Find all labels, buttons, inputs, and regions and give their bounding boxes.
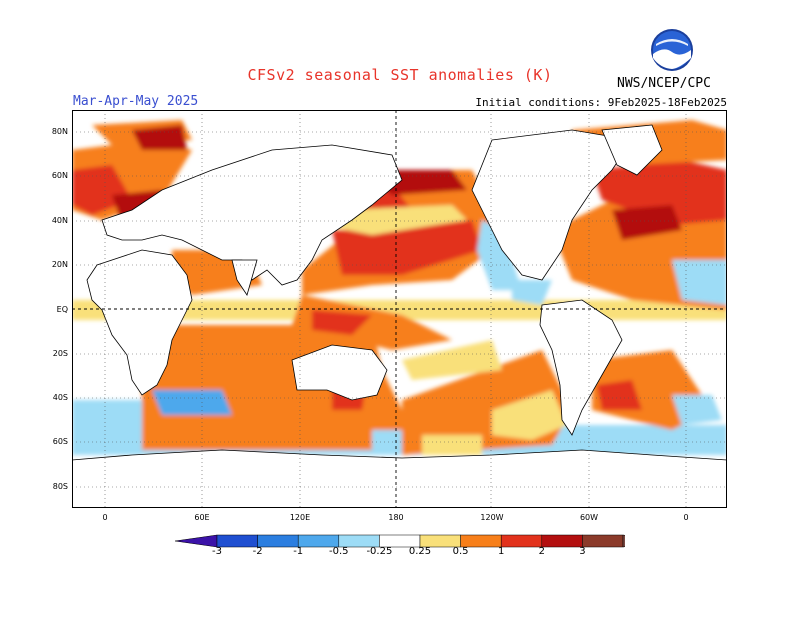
longitude-label: 120W: [480, 513, 504, 522]
eurasia-land: [101, 144, 403, 286]
colorbar-label: 2: [538, 546, 545, 557]
greenland-land: [601, 124, 663, 176]
sst-anomaly-map: [72, 110, 727, 508]
longitude-label: 60E: [194, 513, 210, 522]
latitude-label: 40N: [51, 216, 68, 225]
noaa-logo: [650, 28, 694, 72]
season-label: Mar-Apr-May 2025: [73, 94, 199, 109]
colorbar-label: -2: [252, 546, 263, 557]
latitude-label: 60S: [52, 437, 68, 446]
colorbar-label: -1: [293, 546, 304, 557]
latitude-label: EQ: [56, 305, 68, 314]
longitude-label: 120E: [289, 513, 311, 522]
south-america-land: [539, 299, 623, 436]
colorbar-label: 1: [498, 546, 505, 557]
latitude-label: 40S: [52, 393, 68, 402]
agency-label: NWS/NCEP/CPC: [617, 76, 711, 91]
latitude-label: 60N: [51, 171, 68, 180]
latitude-label: 80N: [51, 127, 68, 136]
colorbar-label: 0.5: [452, 546, 469, 557]
colorbar: [174, 533, 666, 549]
colorbar-label: 0.25: [408, 546, 432, 557]
longitude-label: 180: [388, 513, 404, 522]
colorbar-label: -0.25: [366, 546, 393, 557]
colorbar-upper-triangle: [622, 534, 666, 548]
india-land: [231, 259, 258, 296]
colorbar-label: -3: [212, 546, 222, 557]
colorbar-label: 3: [579, 546, 586, 557]
latitude-label: 80S: [52, 482, 68, 491]
map-title: CFSv2 seasonal SST anomalies (K): [247, 66, 553, 84]
continents: [72, 124, 727, 508]
colorbar-label: -0.5: [329, 546, 349, 557]
longitude-label: 60W: [579, 513, 599, 522]
initial-conditions-label: Initial conditions: 9Feb2025-18Feb2025: [475, 96, 727, 109]
latitude-label: 20N: [51, 260, 68, 269]
antarctica-land: [72, 449, 727, 508]
australia-land: [291, 344, 388, 401]
map-frame: [72, 110, 727, 508]
latitude-label: 20S: [52, 349, 68, 358]
longitude-label: 0: [102, 513, 108, 522]
longitude-label: 0: [683, 513, 689, 522]
africa-land: [86, 249, 193, 396]
